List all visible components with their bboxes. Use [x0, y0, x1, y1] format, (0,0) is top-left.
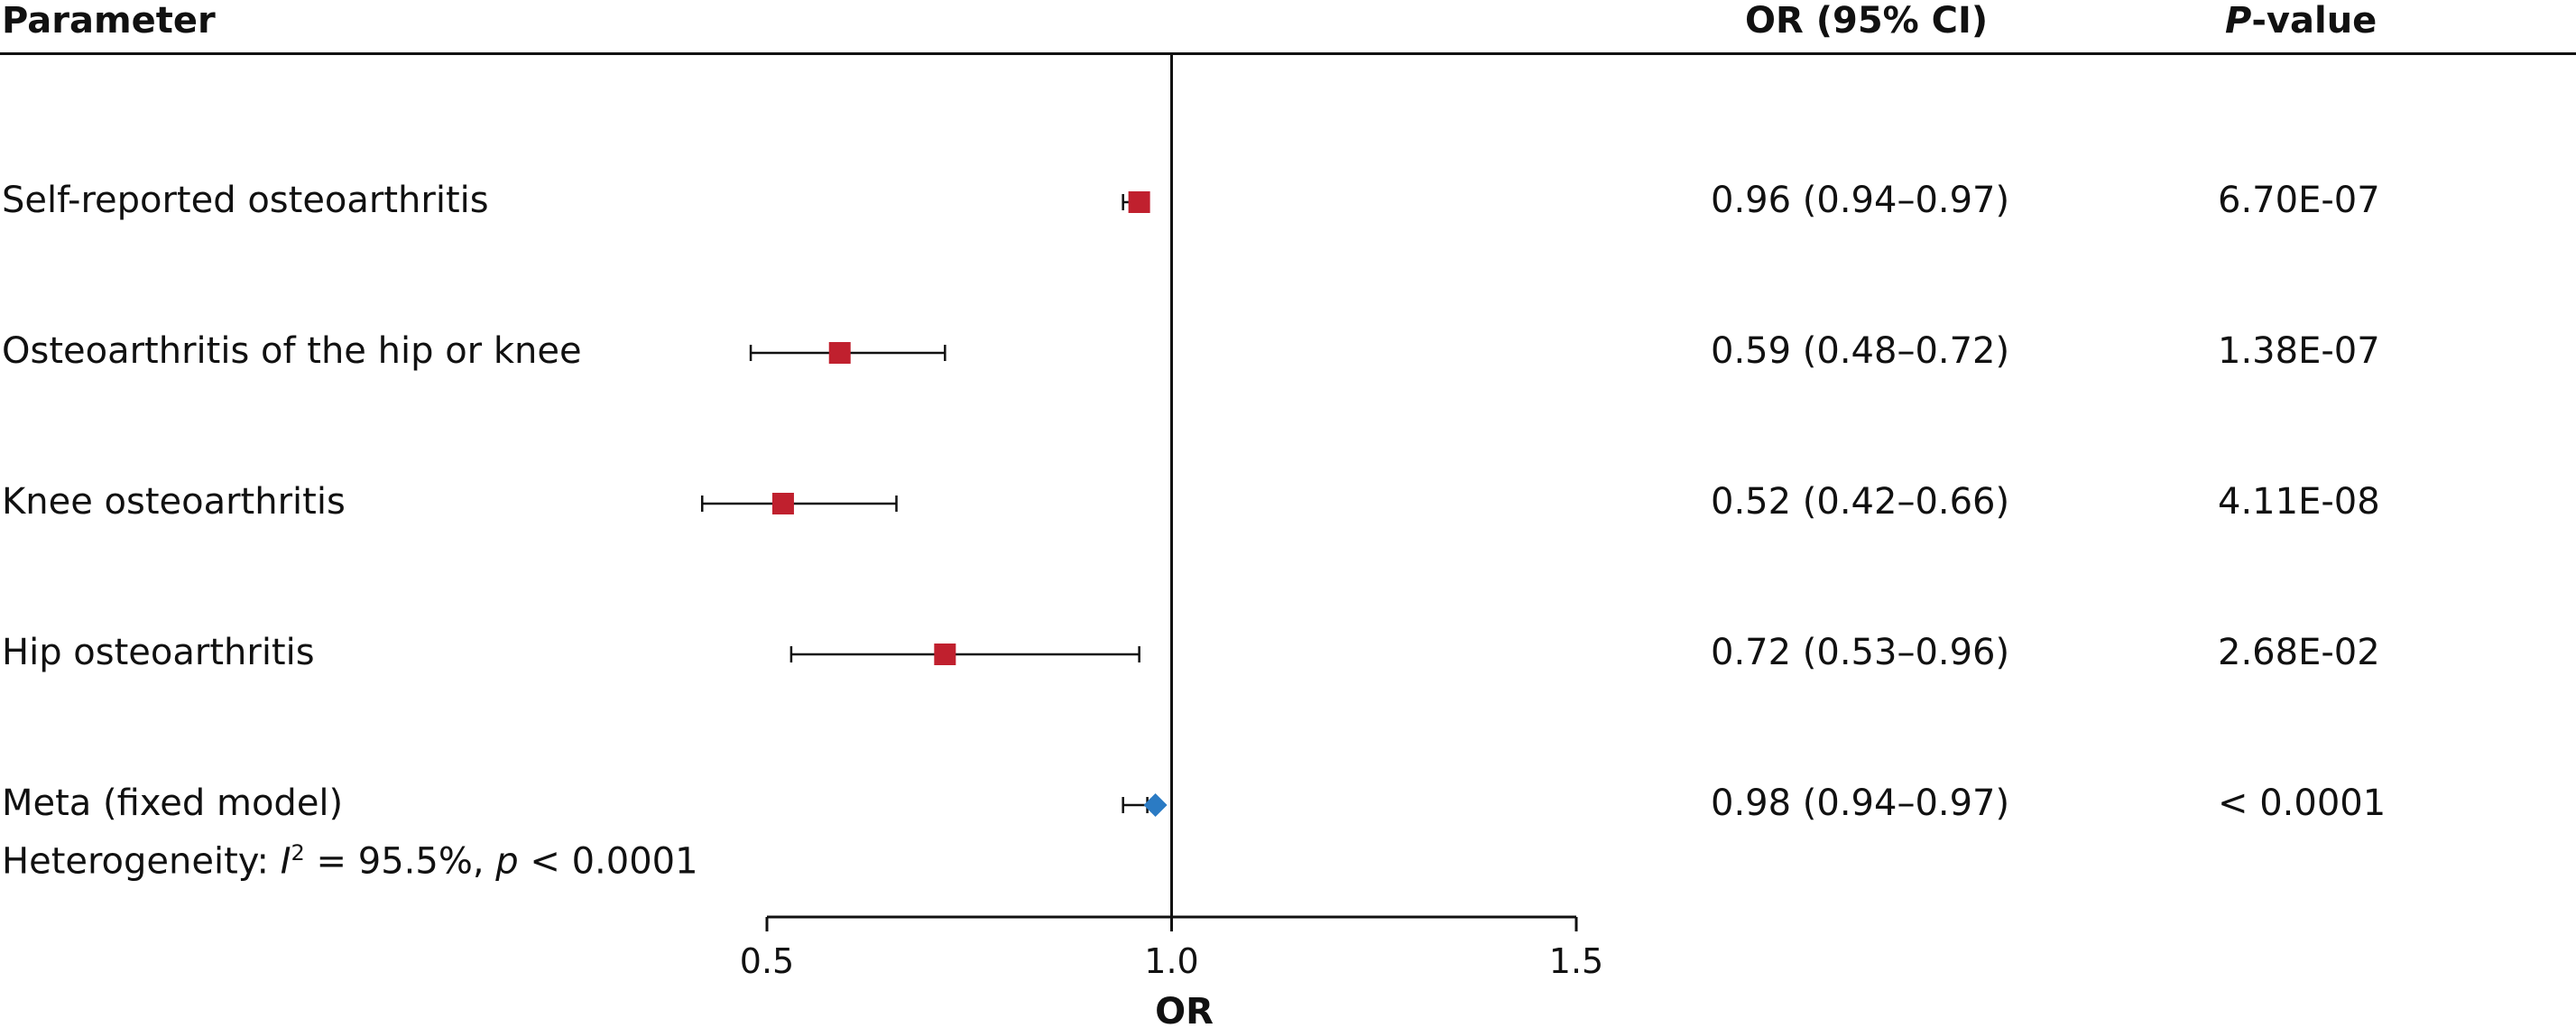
- heterogeneity-mid: = 95.5%,: [304, 840, 496, 883]
- or-ci-value: 0.59 (0.48–0.72): [1711, 330, 2010, 372]
- point-estimate-marker: [1128, 191, 1150, 213]
- or-ci-value: 0.98 (0.94–0.97): [1711, 783, 2010, 824]
- heterogeneity-sup: 2: [291, 840, 305, 866]
- header-p-value: P-value: [2225, 0, 2377, 42]
- x-tick-label: 1.5: [1549, 941, 1603, 981]
- row-label-hip-or-knee: Osteoarthritis of the hip or knee: [2, 330, 582, 372]
- row-label-self-reported: Self-reported osteoarthritis: [2, 180, 489, 221]
- header-rule: [0, 52, 2576, 55]
- header-parameter: Parameter: [2, 0, 216, 42]
- x-axis-title: OR: [1155, 991, 1214, 1028]
- p-value: 1.38E-07: [2218, 330, 2380, 372]
- heterogeneity-p: p: [495, 840, 519, 883]
- header-p-italic: P: [2225, 0, 2252, 42]
- p-value: 4.11E-08: [2218, 481, 2380, 523]
- heterogeneity-text: Heterogeneity: I2 = 95.5%, p < 0.0001: [2, 832, 698, 882]
- or-ci-value: 0.96 (0.94–0.97): [1711, 180, 2010, 221]
- or-ci-value: 0.52 (0.42–0.66): [1711, 481, 2010, 523]
- heterogeneity-suffix: < 0.0001: [518, 840, 698, 883]
- p-value: < 0.0001: [2218, 783, 2387, 824]
- x-tick-label: 0.5: [740, 941, 794, 981]
- row-label-knee: Knee osteoarthritis: [2, 481, 346, 523]
- point-estimate-marker: [771, 493, 794, 514]
- p-value: 6.70E-07: [2218, 180, 2380, 221]
- heterogeneity-prefix: Heterogeneity:: [2, 840, 281, 883]
- header-or-ci: OR (95% CI): [1745, 0, 1989, 42]
- heterogeneity-i: I: [280, 840, 291, 883]
- header-p-rest: -value: [2251, 0, 2377, 42]
- meta-diamond-marker: [1143, 793, 1168, 817]
- point-estimate-marker: [934, 644, 956, 665]
- row-label-hip: Hip osteoarthritis: [2, 632, 315, 673]
- p-value: 2.68E-02: [2218, 632, 2380, 673]
- point-estimate-marker: [828, 342, 851, 364]
- x-tick-label: 1.0: [1144, 941, 1198, 981]
- row-label-meta: Meta (fixed model): [2, 783, 344, 824]
- or-ci-value: 0.72 (0.53–0.96): [1711, 632, 2010, 673]
